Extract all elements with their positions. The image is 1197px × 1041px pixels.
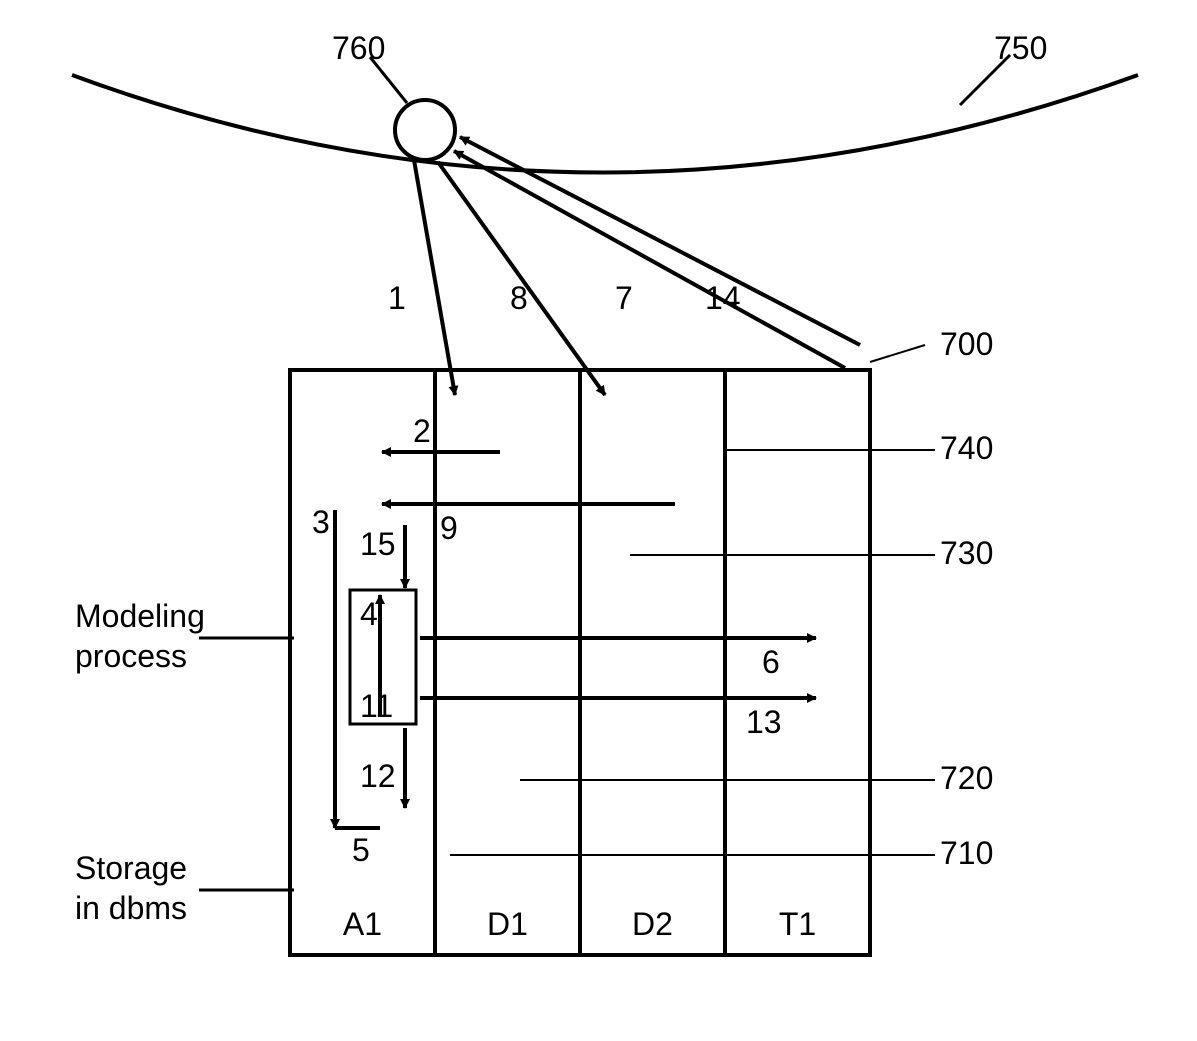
beam-label-1: 1 bbox=[388, 280, 406, 317]
col-label-T1: T1 bbox=[779, 906, 816, 943]
col-label-A1: A1 bbox=[343, 906, 382, 943]
ref-700: 700 bbox=[940, 326, 993, 363]
col-label-D2: D2 bbox=[632, 906, 673, 943]
side-label-0: Modelingprocess bbox=[75, 596, 205, 676]
ref-750: 750 bbox=[994, 30, 1047, 67]
beam-label-7: 7 bbox=[615, 280, 633, 317]
seg-label-5: 5 bbox=[352, 832, 370, 869]
ref-740: 740 bbox=[940, 430, 993, 467]
seg-label-12: 12 bbox=[360, 758, 396, 795]
beam-label-14: 14 bbox=[705, 280, 741, 317]
seg-label-2: 2 bbox=[413, 413, 431, 450]
col-label-D1: D1 bbox=[487, 906, 528, 943]
seg-label-15: 15 bbox=[360, 526, 396, 563]
beam-label-8: 8 bbox=[510, 280, 528, 317]
ref-760: 760 bbox=[332, 30, 385, 67]
ref-710: 710 bbox=[940, 835, 993, 872]
seg-label-11: 11 bbox=[360, 688, 393, 725]
ref-720: 720 bbox=[940, 760, 993, 797]
seg-label-6: 6 bbox=[762, 644, 780, 681]
side-label-1: Storagein dbms bbox=[75, 848, 187, 928]
seg-label-9: 9 bbox=[440, 510, 458, 547]
seg-label-4: 4 bbox=[360, 596, 378, 633]
seg-label-13: 13 bbox=[746, 704, 782, 741]
seg-label-3: 3 bbox=[312, 504, 330, 541]
ref-730: 730 bbox=[940, 535, 993, 572]
